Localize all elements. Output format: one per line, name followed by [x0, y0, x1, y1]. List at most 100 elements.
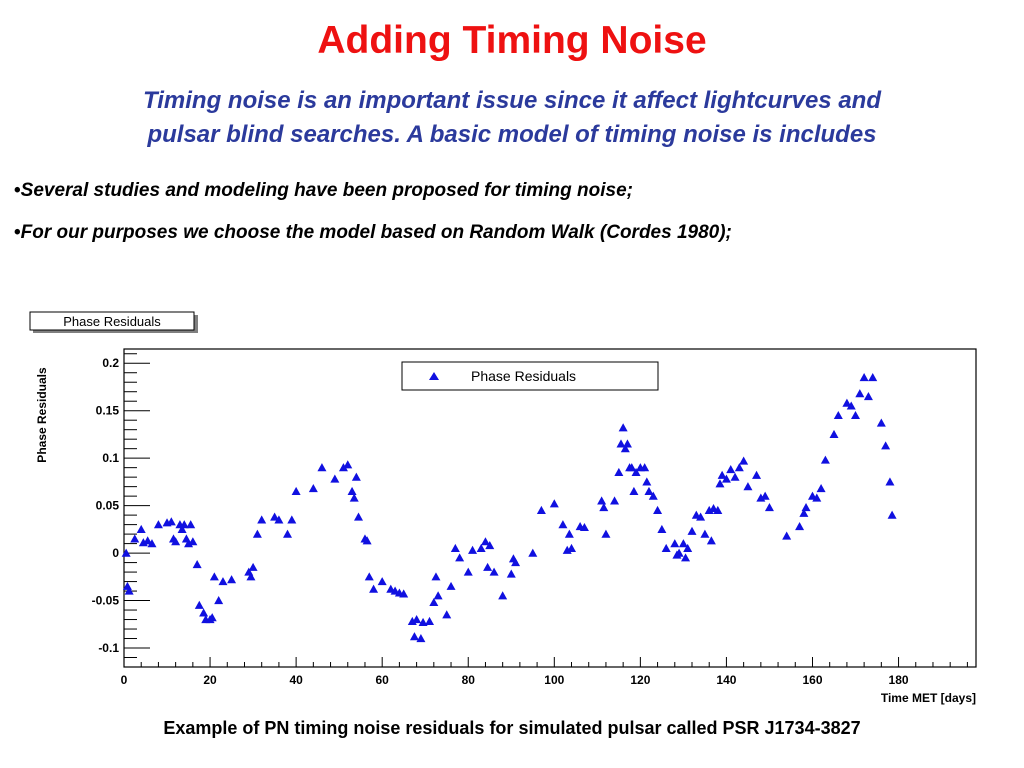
data-point — [885, 477, 895, 486]
data-point — [186, 520, 196, 529]
data-point — [418, 617, 428, 626]
x-tick-label: 100 — [544, 673, 564, 687]
data-point — [799, 508, 809, 517]
y-tick-label: -0.05 — [92, 594, 120, 608]
data-point — [629, 486, 639, 495]
data-point — [248, 562, 258, 571]
data-point — [601, 529, 611, 538]
chart-title-box: Phase Residuals — [29, 311, 198, 333]
data-point — [640, 463, 650, 472]
data-point — [330, 474, 340, 483]
data-point — [446, 581, 456, 590]
y-tick-label: -0.1 — [98, 641, 119, 655]
data-point — [412, 615, 422, 624]
data-point — [661, 543, 671, 552]
data-point — [795, 522, 805, 531]
data-point — [338, 463, 348, 472]
data-point — [887, 510, 897, 519]
data-point — [752, 470, 762, 479]
y-tick-labels: -0.1 -0.05 0 0.05 0.1 0.15 0.2 — [92, 356, 120, 655]
x-tick-label: 80 — [462, 673, 476, 687]
data-point — [657, 524, 667, 533]
data-point — [362, 536, 372, 545]
data-point — [209, 572, 219, 581]
data-point — [631, 467, 641, 477]
data-point — [369, 584, 379, 593]
data-point — [618, 423, 628, 432]
x-tick-labels: 0 20 40 60 80 100 120 140 160 180 — [121, 673, 909, 687]
data-point — [354, 512, 364, 521]
data-point — [192, 559, 202, 569]
data-point — [743, 482, 753, 491]
data-point — [246, 572, 256, 581]
data-point — [476, 543, 486, 552]
data-point — [179, 520, 189, 529]
data-point — [147, 539, 157, 548]
y-axis-label: Phase Residuals — [35, 367, 49, 463]
data-point — [648, 491, 658, 500]
data-point — [851, 410, 861, 420]
data-point — [567, 543, 577, 552]
data-point — [726, 465, 736, 474]
data-point — [734, 463, 744, 472]
data-point — [377, 577, 387, 586]
data-point — [171, 537, 181, 546]
data-point — [442, 610, 452, 619]
subtitle-line-1: Timing noise is an important issue since… — [143, 87, 881, 114]
x-tick-label: 40 — [289, 673, 303, 687]
x-tick-label: 180 — [889, 673, 909, 687]
data-point — [349, 493, 359, 502]
slide-subtitle: Timing noise is an important issue since… — [40, 84, 984, 152]
data-point — [653, 505, 663, 514]
data-point — [846, 401, 856, 410]
axis-ticks — [123, 353, 968, 668]
data-point — [429, 597, 439, 607]
y-tick-label: 0.15 — [96, 404, 120, 418]
data-point — [549, 499, 559, 508]
data-point — [511, 558, 521, 567]
data-point — [610, 496, 620, 505]
data-point — [450, 543, 460, 552]
phase-residuals-chart: Phase Residuals 0 20 40 60 80 100 120 140 160 180… — [29, 311, 977, 705]
data-point — [480, 537, 490, 546]
y-tick-label: 0.1 — [102, 451, 119, 465]
y-tick-label: 0.2 — [102, 356, 119, 370]
data-points — [121, 372, 897, 643]
data-point — [536, 505, 546, 514]
data-point — [431, 572, 441, 581]
data-point — [188, 537, 198, 546]
data-point — [717, 470, 727, 479]
data-point — [715, 479, 725, 488]
data-point — [364, 572, 374, 581]
data-point — [678, 539, 688, 548]
chart-legend: Phase Residuals — [401, 361, 659, 391]
data-point — [347, 486, 357, 495]
data-point — [257, 515, 267, 524]
figure-caption: Example of PN timing noise residuals for… — [163, 718, 861, 738]
x-tick-label: 0 — [121, 673, 128, 687]
x-tick-label: 140 — [716, 673, 736, 687]
data-point — [614, 467, 624, 477]
data-point — [317, 463, 327, 472]
data-point — [416, 634, 426, 643]
data-point — [274, 515, 284, 524]
data-point — [409, 632, 419, 641]
data-point — [681, 553, 691, 562]
y-tick-label: 0 — [112, 546, 119, 560]
data-point — [177, 524, 187, 533]
data-point — [868, 372, 878, 382]
data-point — [351, 472, 361, 481]
data-point — [270, 512, 280, 521]
data-point — [121, 548, 131, 557]
data-point — [696, 512, 706, 521]
data-point — [194, 600, 204, 609]
data-point — [214, 596, 224, 605]
data-point — [739, 456, 749, 465]
data-point — [343, 460, 353, 469]
data-point — [498, 591, 508, 600]
data-point — [455, 553, 465, 562]
data-point — [597, 496, 607, 505]
data-point — [764, 503, 774, 512]
x-tick-label: 120 — [630, 673, 650, 687]
data-point — [642, 477, 652, 486]
